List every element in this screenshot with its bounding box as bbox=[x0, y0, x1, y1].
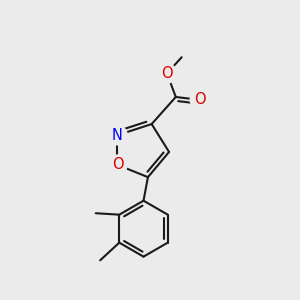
Circle shape bbox=[108, 125, 127, 145]
Text: N: N bbox=[112, 128, 123, 143]
Text: O: O bbox=[194, 92, 206, 107]
Circle shape bbox=[190, 90, 210, 110]
Text: O: O bbox=[161, 66, 173, 81]
Text: O: O bbox=[112, 157, 123, 172]
Circle shape bbox=[157, 64, 177, 83]
Circle shape bbox=[108, 155, 127, 175]
